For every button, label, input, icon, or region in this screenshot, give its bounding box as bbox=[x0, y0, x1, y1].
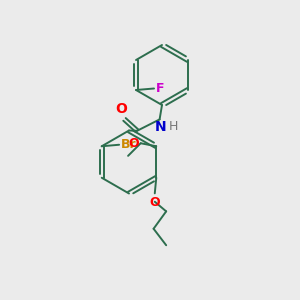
Text: O: O bbox=[116, 102, 128, 116]
Text: F: F bbox=[156, 82, 164, 95]
Text: H: H bbox=[169, 120, 178, 133]
Text: N: N bbox=[154, 120, 166, 134]
Text: O: O bbox=[149, 196, 160, 209]
Text: Br: Br bbox=[121, 138, 136, 151]
Text: O: O bbox=[128, 137, 139, 150]
